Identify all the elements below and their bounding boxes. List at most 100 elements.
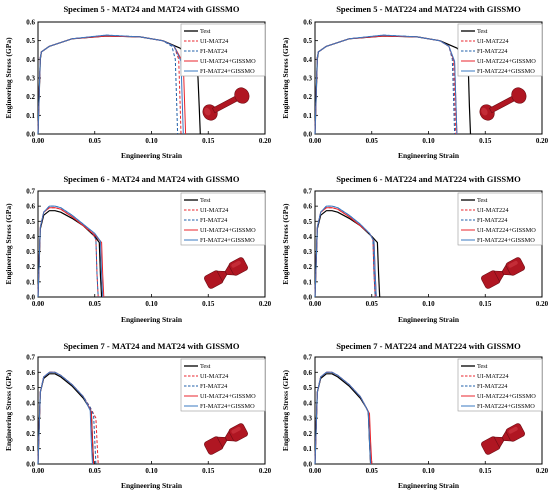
series-line [37, 207, 105, 298]
specimen-grip [505, 257, 525, 276]
series-line [37, 371, 97, 465]
x-tick-label: 0.10 [145, 300, 158, 308]
legend-entry: Test [477, 28, 488, 35]
chart-title: Specimen 5 - MAT224 and MAT224 with GISS… [336, 4, 521, 14]
legend-entry: Test [200, 363, 211, 370]
legend: Test UI-MAT224 FI-MAT224 UI-MAT224+GISSMO FI… [457, 192, 543, 246]
y-tick-label: 0.6 [26, 369, 35, 377]
y-tick-label: 0.0 [26, 294, 35, 302]
dogbone-specimen-icon [479, 87, 527, 121]
legend-entry: UI-MAT24+GISSMO [200, 227, 256, 234]
x-tick-label: 0.05 [89, 467, 102, 475]
series-line [314, 205, 377, 298]
series-line [314, 373, 372, 465]
legend-entry: UI-MAT24 [200, 207, 229, 214]
series-line [314, 371, 372, 465]
series-line [37, 34, 179, 135]
y-tick-label: 0.1 [26, 112, 35, 120]
legend-entry: FI-MAT24+GISSMO [200, 403, 255, 410]
y-tick-label: 0.5 [26, 218, 35, 226]
chart-panel-4: Specimen 6 - MAT224 and MAT224 with GISS… [281, 174, 549, 324]
legend-entry: UI-MAT24 [200, 38, 229, 45]
series-line [37, 34, 184, 135]
chart-title: Specimen 5 - MAT24 and MAT24 with GISSMO [63, 4, 239, 14]
y-tick-label: 0.5 [303, 384, 312, 392]
x-tick-label: 0.20 [536, 300, 549, 308]
x-tick-label: 0.20 [259, 137, 272, 145]
legend-entry: UI-MAT24+GISSMO [200, 58, 256, 65]
y-tick-label: 0.3 [303, 248, 312, 256]
legend-box [180, 358, 266, 412]
x-tick-label: 0.00 [32, 137, 45, 145]
legend: Test UI-MAT224 FI-MAT224 UI-MAT224+GISSMO FI… [457, 358, 543, 412]
y-tick-label: 0.4 [26, 233, 35, 241]
legend-entry: UI-MAT224+GISSMO [477, 58, 536, 65]
y-tick-label: 0.2 [26, 93, 35, 101]
legend: Test UI-MAT24 FI-MAT24 UI-MAT24+GISSMO FI-MA… [180, 358, 266, 412]
y-tick-label: 0.5 [26, 37, 35, 45]
y-tick-label: 0.1 [303, 112, 312, 120]
legend-entry: FI-MAT224 [477, 217, 508, 224]
specimen-grip [511, 87, 527, 104]
y-tick-label: 0.1 [26, 278, 35, 286]
specimen-highlight [481, 107, 488, 116]
legend-entry: FI-MAT24 [200, 217, 228, 224]
x-tick-label: 0.20 [536, 467, 549, 475]
legend-entry: FI-MAT224+GISSMO [477, 68, 535, 75]
series-line [37, 35, 187, 135]
series-line [314, 210, 381, 298]
y-tick-label: 0.3 [26, 248, 35, 256]
legend-box [457, 192, 543, 246]
legend: Test UI-MAT24 FI-MAT24 UI-MAT24+GISSMO FI-MA… [180, 192, 266, 246]
y-tick-label: 0.0 [26, 131, 35, 139]
legend-entry: UI-MAT224+GISSMO [477, 393, 536, 400]
legend-box [457, 358, 543, 412]
series-line [314, 35, 472, 135]
y-tick-label: 0.2 [303, 430, 312, 438]
series-line [37, 210, 103, 298]
x-tick-label: 0.15 [479, 300, 492, 308]
legend-entry: UI-MAT224 [477, 207, 509, 214]
y-tick-label: 0.6 [26, 203, 35, 211]
series-line [314, 371, 372, 465]
y-tick-label: 0.2 [26, 263, 35, 271]
y-tick-label: 0.7 [303, 188, 312, 196]
series-line [314, 207, 376, 298]
chart-title: Specimen 6 - MAT224 and MAT224 with GISS… [336, 174, 521, 184]
y-tick-label: 0.4 [303, 399, 312, 407]
y-axis-label: Engineering Stress (GPa) [4, 203, 13, 285]
specimen-highlight [231, 260, 241, 268]
legend-entry: UI-MAT24+GISSMO [200, 393, 256, 400]
x-tick-label: 0.15 [479, 467, 492, 475]
series-line [37, 205, 104, 298]
x-tick-label: 0.05 [89, 300, 102, 308]
y-tick-label: 0.7 [26, 188, 35, 196]
x-tick-label: 0.20 [259, 300, 272, 308]
x-tick-label: 0.05 [89, 137, 102, 145]
specimen-grip [228, 257, 248, 276]
y-tick-label: 0.4 [26, 56, 35, 64]
legend-entry: FI-MAT224 [477, 383, 508, 390]
y-tick-label: 0.7 [303, 354, 312, 362]
y-tick-label: 0.6 [303, 203, 312, 211]
series-line [314, 207, 377, 298]
y-tick-label: 0.0 [26, 461, 35, 469]
specimen-highlight [231, 426, 241, 434]
x-tick-label: 0.10 [145, 467, 158, 475]
chart-panel-1: Specimen 5 - MAT24 and MAT24 with GISSMO… [4, 4, 272, 160]
legend-entry: Test [200, 28, 211, 35]
chart-title: Specimen 7 - MAT24 and MAT24 with GISSMO [63, 341, 239, 351]
legend-entry: UI-MAT224 [477, 38, 509, 45]
x-tick-label: 0.10 [422, 467, 435, 475]
series-line [314, 34, 456, 135]
legend-box [457, 23, 543, 77]
y-tick-label: 0.2 [303, 93, 312, 101]
legend-entry: UI-MAT224 [477, 373, 509, 380]
x-axis-label: Engineering Strain [398, 481, 460, 490]
specimen-grip [505, 423, 525, 442]
y-axis-label: Engineering Stress (GPa) [281, 37, 290, 119]
x-axis-label: Engineering Strain [398, 151, 460, 160]
series-line [37, 373, 95, 465]
y-tick-label: 0.5 [303, 218, 312, 226]
x-tick-label: 0.20 [536, 137, 549, 145]
